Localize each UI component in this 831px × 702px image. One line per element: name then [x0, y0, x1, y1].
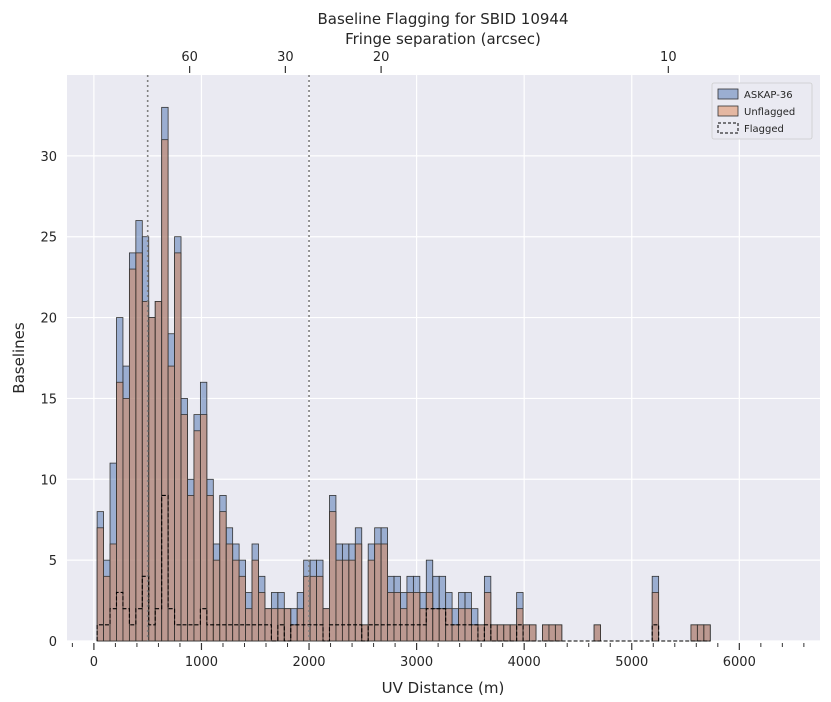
unflagged-bar	[219, 511, 227, 642]
x-tick-label: 0	[90, 655, 98, 670]
y-tick-label: 10	[40, 473, 57, 488]
unflagged-bar	[135, 252, 143, 642]
top-axis-label: Fringe separation (arcsec)	[345, 30, 541, 48]
unflagged-bar	[696, 624, 705, 642]
unflagged-bar	[496, 624, 505, 642]
unflagged-bar	[483, 592, 492, 642]
unflagged-bar	[329, 511, 337, 642]
unflagged-bar	[361, 624, 369, 642]
unflagged-bar	[367, 559, 376, 642]
y-tick-label: 15	[40, 392, 57, 407]
unflagged-bar	[225, 543, 234, 642]
legend-label-flagged: Flagged	[744, 124, 784, 135]
y-tick-label: 0	[49, 635, 57, 650]
unflagged-bar	[542, 624, 550, 642]
top-tick-label: 60	[181, 50, 198, 65]
x-tick-label: 3000	[400, 655, 433, 670]
reference-lines	[146, 75, 310, 641]
chart-title: Baseline Flagging for SBID 10944	[317, 10, 568, 28]
unflagged-bar	[212, 559, 221, 642]
unflagged-bar	[503, 624, 511, 642]
unflagged-bar	[167, 365, 175, 642]
unflagged-bar	[96, 527, 104, 642]
unflagged-bar	[412, 592, 421, 642]
unflagged-bar	[316, 575, 324, 642]
x-tick-label: 2000	[292, 655, 325, 670]
unflagged-bar	[477, 624, 485, 642]
unflagged-bar	[238, 575, 246, 642]
unflagged-bar	[548, 624, 556, 642]
unflagged-bar	[529, 624, 537, 642]
unflagged-bar	[354, 543, 363, 642]
unflagged-bar	[432, 608, 440, 642]
y-tick-label: 20	[40, 312, 57, 327]
unflagged-bars	[96, 139, 711, 642]
unflagged-bar	[258, 592, 266, 642]
unflagged-bar	[283, 608, 292, 642]
unflagged-bar	[206, 495, 214, 642]
unflagged-bar	[309, 575, 317, 642]
unflagged-bar	[490, 624, 498, 642]
legend-swatch-unflagged	[717, 105, 739, 117]
unflagged-bar	[651, 592, 660, 642]
y-tick-label: 25	[40, 231, 57, 246]
top-tick-label: 30	[277, 50, 294, 65]
x-tick-label: 6000	[723, 655, 756, 670]
unflagged-bar	[174, 252, 182, 642]
legend-swatch-askap-36	[717, 88, 739, 100]
unflagged-bar	[193, 430, 201, 642]
unflagged-bar	[270, 608, 279, 642]
unflagged-bar	[251, 559, 259, 642]
unflagged-bar	[451, 624, 459, 642]
flagged-step-path	[96, 494, 711, 642]
top-tick-label: 20	[373, 50, 390, 65]
unflagged-bar	[122, 398, 130, 642]
unflagged-bar	[425, 592, 434, 642]
top-tick-label: 10	[660, 50, 677, 65]
unflagged-bar	[180, 414, 188, 642]
x-tick-label: 5000	[615, 655, 648, 670]
unflagged-bar	[471, 624, 479, 642]
unflagged-bar	[128, 268, 137, 642]
axes: 0 1000 2000 3000 4000 5000 6000 0 5 10 15 20 25 30 60 3…	[40, 50, 805, 670]
unflagged-bar	[290, 624, 298, 642]
unflagged-bar	[148, 317, 156, 642]
legend-swatch-flagged	[717, 122, 739, 134]
x-tick-label: 1000	[185, 655, 218, 670]
unflagged-bar	[232, 559, 240, 642]
unflagged-bar	[116, 381, 124, 642]
unflagged-bar	[335, 559, 343, 642]
unflagged-bar	[406, 592, 414, 642]
unflagged-bar	[380, 543, 388, 642]
legend-label-askap-36: ASKAP-36	[744, 90, 793, 101]
legend-label-unflagged: Unflagged	[744, 107, 795, 118]
legend: ASKAP-36 Unflagged Flagged	[711, 82, 813, 140]
x-axis-label: UV Distance (m)	[382, 679, 505, 697]
unflagged-bar	[161, 139, 169, 642]
y-tick-label: 5	[49, 554, 57, 569]
unflagged-bar	[154, 300, 163, 642]
unflagged-bar	[348, 559, 356, 642]
unflagged-bar	[103, 575, 111, 642]
unflagged-bar	[374, 543, 382, 642]
unflagged-bar	[322, 608, 330, 642]
unflagged-bar	[341, 559, 350, 642]
y-axis-label: Baselines	[10, 322, 28, 394]
unflagged-bar	[393, 592, 401, 642]
unflagged-bar	[593, 624, 601, 642]
unflagged-bar	[509, 624, 518, 642]
unflagged-bar	[703, 624, 711, 642]
unflagged-bar	[554, 624, 563, 642]
unflagged-bar	[199, 414, 208, 642]
y-tick-label: 30	[40, 150, 57, 165]
unflagged-bar	[690, 624, 698, 642]
unflagged-bar	[387, 592, 395, 642]
flagged-step-line	[96, 494, 711, 642]
unflagged-bar	[438, 608, 447, 642]
unflagged-bar	[187, 495, 195, 642]
unflagged-bar	[109, 543, 117, 642]
x-tick-label: 4000	[508, 655, 541, 670]
unflagged-bar	[522, 624, 530, 642]
